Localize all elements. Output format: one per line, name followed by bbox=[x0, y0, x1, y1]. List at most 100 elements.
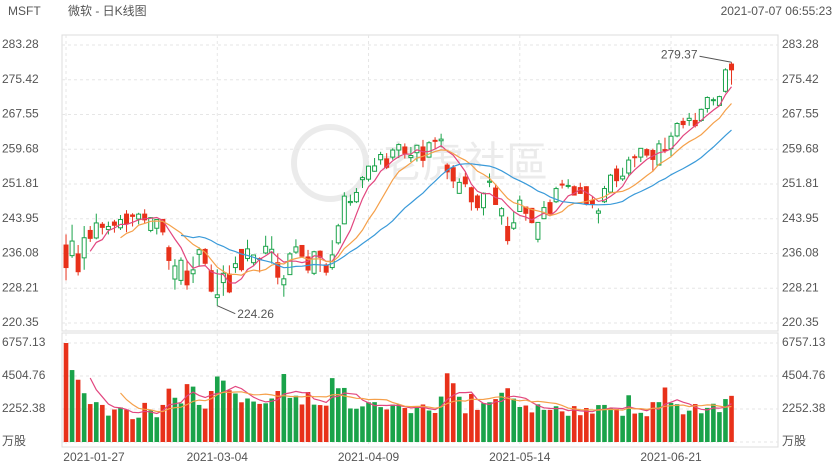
candle-body bbox=[480, 192, 486, 209]
candle-body bbox=[111, 221, 117, 226]
volume-bar bbox=[632, 413, 638, 442]
watermark: 老虎社區 bbox=[291, 124, 548, 202]
volume-ma-line bbox=[120, 391, 732, 413]
volume-bar bbox=[263, 403, 268, 442]
volume-bar bbox=[656, 402, 662, 442]
candle-body bbox=[99, 223, 105, 228]
volume-bar bbox=[717, 412, 722, 442]
volume-bar bbox=[136, 417, 141, 442]
volume-bar bbox=[602, 404, 607, 442]
candle-body bbox=[214, 294, 220, 299]
volume-bar bbox=[608, 408, 613, 442]
candle-body bbox=[644, 149, 650, 156]
candle-body bbox=[184, 270, 190, 286]
y-tick-label: 283.28 bbox=[2, 37, 39, 51]
candle-body bbox=[148, 217, 154, 231]
volume-bar bbox=[154, 417, 160, 442]
candle-body bbox=[160, 218, 166, 233]
candle-body bbox=[238, 248, 244, 271]
candle-body bbox=[311, 251, 317, 274]
volume-bar bbox=[402, 408, 408, 442]
volume-bar bbox=[160, 404, 166, 442]
candle-body bbox=[420, 146, 426, 161]
volume-bar bbox=[644, 416, 650, 442]
volume-bar bbox=[444, 373, 450, 442]
y-tick-label: 236.08 bbox=[2, 246, 39, 260]
volume-bar bbox=[63, 343, 69, 442]
candle-body bbox=[390, 149, 396, 158]
candle-body bbox=[674, 123, 680, 137]
candle-body bbox=[402, 146, 408, 154]
candle-body bbox=[474, 195, 480, 209]
candle-body bbox=[638, 147, 644, 158]
y-tick-label: 251.81 bbox=[2, 176, 39, 190]
volume-bar bbox=[311, 404, 317, 442]
candle-body bbox=[75, 253, 81, 273]
candle-body bbox=[347, 200, 353, 204]
candle-body bbox=[281, 278, 287, 286]
x-tick-label: 2021-03-04 bbox=[187, 450, 249, 464]
candle-body bbox=[323, 264, 329, 273]
candle-body bbox=[166, 247, 172, 261]
candle-body bbox=[105, 225, 111, 231]
x-tick-label: 2021-01-27 bbox=[63, 450, 125, 464]
candle-body bbox=[335, 225, 341, 244]
candle-body bbox=[293, 246, 299, 253]
volume-bar bbox=[166, 388, 172, 442]
volume-bar bbox=[565, 415, 571, 442]
candle-body bbox=[529, 207, 535, 224]
volume-bar bbox=[475, 409, 480, 442]
volume-bar bbox=[499, 392, 504, 442]
volume-frame bbox=[61, 332, 779, 448]
volume-bar bbox=[329, 378, 335, 442]
volume-bar bbox=[487, 402, 492, 442]
volume-bar bbox=[202, 408, 208, 442]
y-tick-label: 228.21 bbox=[2, 280, 39, 294]
volume-bar bbox=[281, 374, 287, 442]
candle-body bbox=[426, 142, 432, 158]
candle-body bbox=[124, 213, 130, 225]
candle-body bbox=[505, 225, 511, 242]
price-ma-line bbox=[120, 103, 732, 276]
y-tick-label: 267.55 bbox=[2, 107, 39, 121]
candle-body bbox=[341, 195, 347, 225]
volume-bar bbox=[384, 409, 389, 442]
price-ma-line bbox=[180, 129, 732, 269]
volume-bar bbox=[178, 403, 184, 442]
volume-bar bbox=[481, 403, 486, 442]
volume-bar bbox=[493, 399, 498, 442]
low-annotation: 224.26 bbox=[237, 307, 274, 321]
volume-bar bbox=[130, 419, 135, 442]
volume-bar bbox=[723, 399, 728, 442]
volume-bar bbox=[541, 409, 547, 442]
timestamp: 2021-07-07 06:55:23 bbox=[721, 4, 833, 18]
candle-body bbox=[353, 191, 359, 203]
candle-body bbox=[680, 120, 686, 126]
volume-bar bbox=[227, 390, 232, 442]
volume-bar bbox=[674, 404, 680, 442]
volume-bar bbox=[662, 387, 668, 442]
volume-bar bbox=[456, 396, 462, 442]
candle-body bbox=[63, 244, 69, 269]
volume-tick-label-right: 2252.38 bbox=[782, 401, 826, 415]
x-tick-label: 2021-06-21 bbox=[640, 450, 702, 464]
candle-body bbox=[69, 240, 75, 257]
volume-bar bbox=[378, 407, 383, 442]
volume-bar bbox=[584, 408, 589, 442]
volume-bar bbox=[118, 407, 123, 442]
candle-body bbox=[81, 237, 87, 259]
y-tick-label-right: 236.08 bbox=[782, 246, 819, 260]
candle-body bbox=[142, 213, 148, 221]
chart-name: 微软 - 日K线图 bbox=[68, 4, 147, 18]
high-annotation: 279.37 bbox=[661, 47, 698, 61]
x-tick-label: 2021-05-14 bbox=[489, 450, 551, 464]
y-tick-label: 220.35 bbox=[2, 315, 39, 329]
volume-bar bbox=[239, 402, 244, 442]
volume-bar bbox=[571, 406, 577, 442]
candle-body bbox=[499, 208, 505, 217]
candle-body bbox=[595, 210, 601, 214]
candle-body bbox=[366, 165, 372, 180]
y-tick-label-right: 267.55 bbox=[782, 107, 819, 121]
candle-body bbox=[317, 250, 323, 258]
